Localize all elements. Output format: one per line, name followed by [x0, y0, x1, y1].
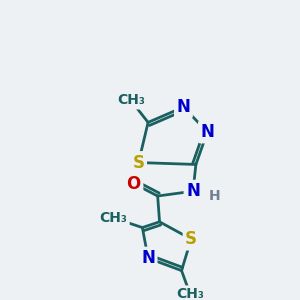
- Text: CH₃: CH₃: [176, 287, 204, 300]
- Text: CH₃: CH₃: [117, 93, 145, 107]
- Text: H: H: [209, 189, 221, 203]
- Text: S: S: [133, 154, 145, 172]
- Text: O: O: [127, 175, 141, 193]
- Text: CH₃: CH₃: [100, 211, 128, 225]
- Text: N: N: [141, 249, 155, 267]
- Text: N: N: [200, 123, 214, 141]
- Text: S: S: [185, 230, 197, 248]
- Text: N: N: [186, 182, 200, 200]
- Text: N: N: [176, 98, 190, 116]
